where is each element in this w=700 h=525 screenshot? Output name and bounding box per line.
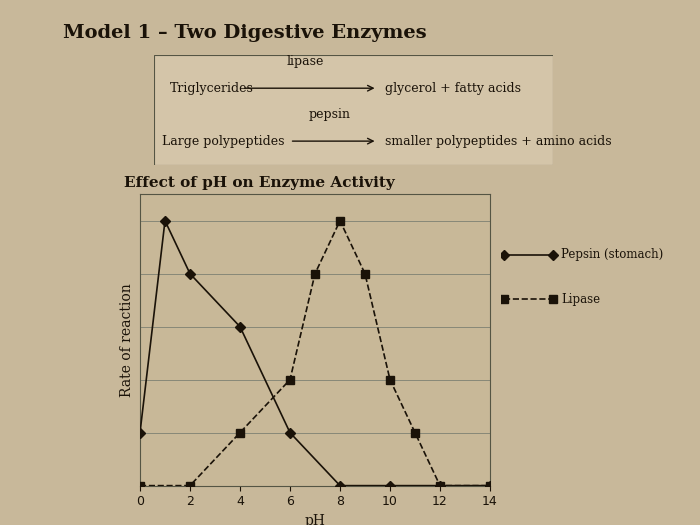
Text: pepsin: pepsin (309, 108, 351, 121)
Text: smaller polypeptides + amino acids: smaller polypeptides + amino acids (386, 134, 612, 148)
Text: Model 1 – Two Digestive Enzymes: Model 1 – Two Digestive Enzymes (63, 24, 426, 41)
Y-axis label: Rate of reaction: Rate of reaction (120, 283, 134, 397)
Text: Pepsin (stomach): Pepsin (stomach) (561, 248, 663, 261)
Text: Triglycerides: Triglycerides (170, 82, 254, 94)
Text: lipase: lipase (287, 55, 324, 68)
Text: Lipase: Lipase (561, 292, 600, 306)
Text: glycerol + fatty acids: glycerol + fatty acids (386, 82, 522, 94)
Text: Large polypeptides: Large polypeptides (162, 134, 284, 148)
Text: Effect of pH on Enzyme Activity: Effect of pH on Enzyme Activity (124, 176, 394, 190)
X-axis label: pH: pH (304, 514, 326, 525)
